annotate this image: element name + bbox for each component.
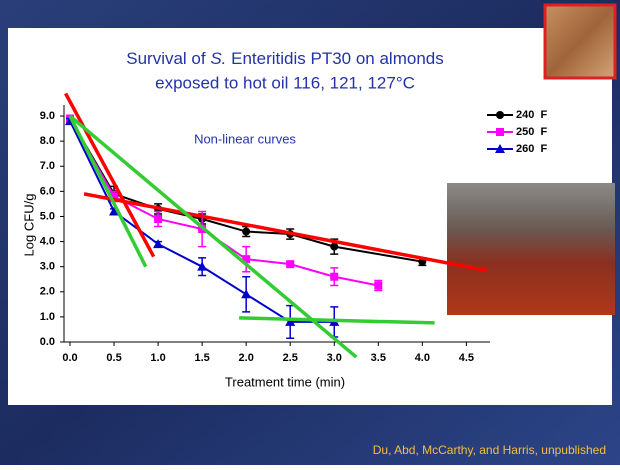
data-point [242,228,250,236]
fryer-photo [447,183,615,315]
legend-label: 260 F [516,143,547,155]
y-tick-label: 7.0 [40,160,55,172]
x-tick-label: 2.0 [239,352,254,364]
legend-label: 240 F [516,109,547,121]
x-tick-label: 0.5 [106,352,121,364]
y-tick-label: 8.0 [40,135,55,147]
y-tick-label: 6.0 [40,185,55,197]
x-tick-label: 0.0 [62,352,77,364]
data-point [286,260,294,268]
data-point [496,128,504,136]
y-tick-label: 5.0 [40,210,55,222]
x-tick-label: 4.5 [459,352,474,364]
data-point [330,243,338,251]
y-tick-label: 2.0 [40,286,55,298]
legend-label: 250 F [516,126,547,138]
y-axis-label: Log CFU/g [21,194,36,257]
data-point [330,273,338,281]
y-tick-label: 3.0 [40,261,55,273]
x-tick-label: 4.0 [415,352,430,364]
y-tick-label: 0.0 [40,336,55,348]
almond-photo [545,5,615,78]
title-part: S. [210,49,226,68]
title-part: Enteritidis PT30 on almonds [226,49,443,68]
chart-title: Survival of S. Enteritidis PT30 on almon… [126,49,444,68]
x-tick-label: 2.5 [283,352,298,364]
chart-subtitle: exposed to hot oil 116, 121, 127°C [155,73,415,92]
footer: Du, Abd, McCarthy, and Harris, unpublish… [373,443,606,457]
x-tick-label: 1.0 [150,352,165,364]
title-part: Survival of [126,49,210,68]
y-tick-label: 1.0 [40,311,55,323]
data-point [374,282,382,290]
y-tick-label: 9.0 [40,110,55,122]
data-point [496,111,504,119]
x-axis-label: Treatment time (min) [225,374,345,389]
x-tick-label: 1.5 [194,352,209,364]
x-tick-label: 3.0 [327,352,342,364]
y-tick-label: 4.0 [40,235,55,247]
data-point [154,215,162,223]
annotation: Non-linear curves [194,131,296,146]
slide: Survival of S. Enteritidis PT30 on almon… [0,0,620,465]
x-tick-label: 3.5 [371,352,386,364]
